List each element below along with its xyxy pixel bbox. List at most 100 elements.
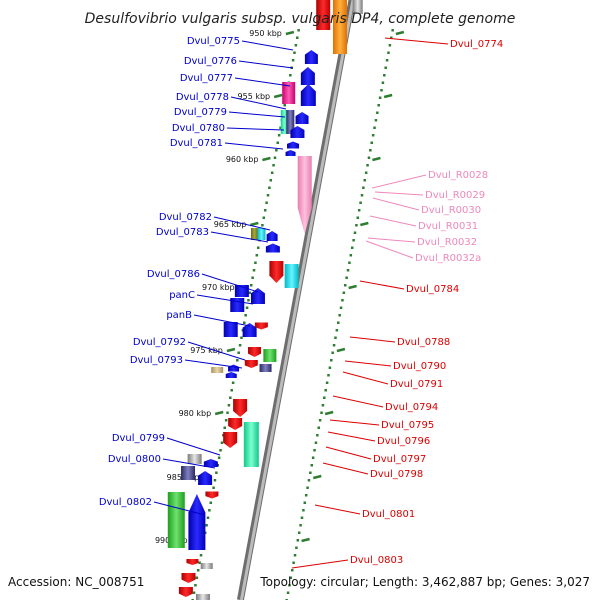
minor-tick-right [381, 81, 385, 84]
minor-tick-right [356, 216, 360, 219]
gene-box-reverse [259, 364, 272, 372]
gene-box-forward [280, 110, 288, 134]
gene-label-reverse: Dvul_0784 [406, 284, 459, 295]
minor-tick-left [266, 194, 270, 197]
gene-label-reverse: Dvul_0790 [393, 361, 446, 372]
minor-tick-left [205, 524, 208, 527]
gene-arrow-forward [300, 84, 316, 106]
minor-tick-right [293, 554, 297, 557]
minor-tick-right [316, 434, 319, 437]
minor-tick-right [362, 186, 365, 189]
gene-box-reverse [352, 0, 363, 14]
minor-tick-right [364, 171, 368, 174]
minor-tick-right [355, 224, 358, 227]
minor-tick-right [328, 366, 332, 369]
minor-tick-left [261, 224, 264, 227]
minor-tick-right [374, 119, 378, 122]
minor-tick-left [254, 261, 257, 264]
kbp-tick-label: 950 kbp [249, 29, 282, 38]
minor-tick-right [352, 239, 355, 242]
gene-box-forward [230, 298, 245, 312]
minor-tick-left [248, 291, 252, 294]
minor-tick-left [265, 201, 268, 204]
minor-tick-right [335, 329, 339, 332]
minor-tick-right [310, 464, 314, 467]
minor-tick-left [209, 501, 213, 504]
gene-arrow-forward [250, 288, 265, 304]
leader-line [384, 37, 449, 45]
minor-tick-right [309, 471, 312, 474]
gene-label-forward: Dvul_0779 [174, 107, 227, 118]
minor-tick-right [317, 426, 320, 429]
gene-label-forward: Dvul_0792 [133, 337, 186, 348]
gene-box-reverse [200, 563, 213, 569]
kbp-tick-label: 975 kbp [190, 346, 223, 355]
gene-box-forward [250, 228, 258, 240]
minor-tick-right [297, 531, 301, 534]
major-tick-right [395, 30, 405, 36]
minor-tick-left [240, 336, 243, 339]
kbp-tick-label: 955 kbp [238, 92, 271, 101]
leader-line [374, 191, 424, 196]
gene-box-reverse [316, 0, 331, 30]
gene-label-forward: Dvul_0799 [112, 433, 165, 444]
gene-arrow-forward [265, 243, 280, 253]
minor-tick-left [194, 584, 197, 587]
minor-tick-left [229, 396, 232, 399]
leader-line [359, 280, 405, 290]
gene-labels: Dvul_0775 Dvul_0776 Dvul_0777 Dvul_0778 Dvul… [99, 36, 503, 566]
minor-tick-right [314, 441, 318, 444]
minor-tick-left [220, 441, 224, 444]
gene-label-rna: Dvul_R0028 [428, 170, 488, 181]
minor-tick-left [275, 149, 278, 152]
minor-tick-right [318, 419, 322, 422]
minor-tick-left [244, 314, 247, 317]
minor-tick-left [195, 576, 199, 579]
minor-tick-left [283, 104, 286, 107]
minor-tick-left [223, 426, 226, 429]
minor-tick-left [226, 411, 229, 414]
gene-arrow-reverse [248, 347, 262, 357]
minor-tick-right [299, 524, 302, 527]
leader-line [322, 462, 369, 475]
minor-tick-left [243, 321, 246, 324]
minor-tick-right [366, 164, 369, 167]
minor-tick-left [289, 74, 292, 77]
minor-tick-right [290, 569, 294, 572]
minor-tick-right [302, 509, 305, 512]
minor-tick-right [380, 89, 383, 92]
gene-label-forward: Dvul_0777 [180, 73, 233, 84]
minor-tick-left [192, 591, 196, 594]
minor-tick-right [303, 501, 307, 504]
minor-tick-right [288, 584, 291, 587]
major-tick-right [383, 93, 393, 99]
gene-box-reverse [243, 422, 259, 467]
minor-tick-left [231, 381, 235, 384]
minor-tick-left [279, 126, 282, 129]
leader-line [166, 437, 221, 456]
minor-tick-right [360, 194, 364, 197]
gene-box-forward [181, 466, 196, 480]
gene-arrow-forward [285, 150, 296, 156]
major-tick-right [336, 347, 346, 353]
backbone-line [239, 0, 355, 600]
minor-tick-right [357, 209, 361, 212]
minor-tick-right [311, 456, 315, 459]
topology-text: Topology: circular; Length: 3,462,887 bp… [259, 575, 590, 589]
gene-label-forward: Dvul_0782 [159, 212, 212, 223]
minor-tick-left [268, 186, 271, 189]
gene-label-forward: Dvul_0793 [130, 355, 183, 366]
leader-line [193, 314, 251, 327]
minor-tick-right [325, 381, 329, 384]
minor-tick-right [383, 74, 386, 77]
gene-arrow-reverse [244, 360, 258, 368]
minor-tick-right [331, 351, 334, 354]
minor-tick-right [343, 284, 347, 287]
minor-tick-right [346, 269, 350, 272]
gene-box-forward [167, 492, 185, 548]
gene-arrow-forward [203, 459, 218, 467]
gene-box-forward [223, 322, 238, 337]
minor-tick-right [320, 411, 323, 414]
minor-tick-left [212, 486, 215, 489]
